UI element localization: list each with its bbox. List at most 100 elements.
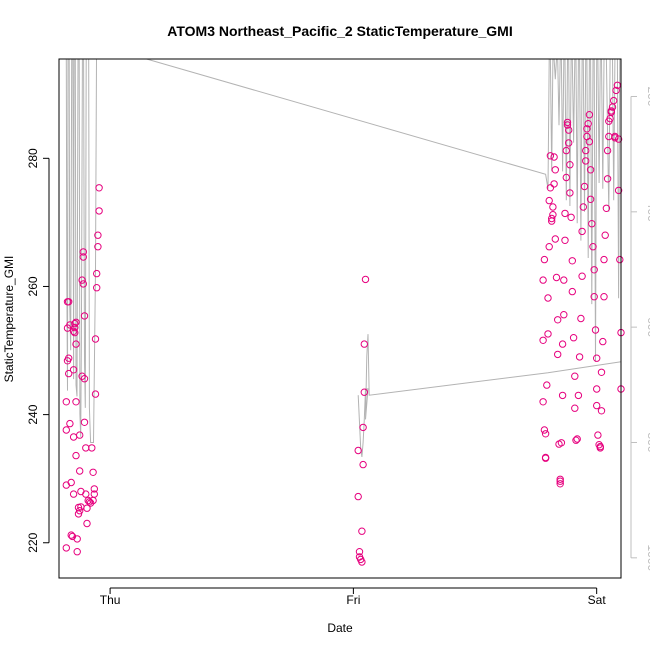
data-point	[582, 146, 590, 155]
data-point	[593, 401, 601, 410]
data-point	[65, 369, 73, 378]
data-point	[539, 336, 547, 344]
data-point	[565, 126, 573, 134]
data-point	[556, 480, 564, 488]
data-point	[69, 327, 78, 335]
data-point	[599, 337, 607, 346]
data-point	[565, 139, 573, 147]
data-point	[72, 398, 80, 406]
data-point	[569, 334, 578, 342]
data-point	[585, 111, 594, 119]
data-point	[545, 243, 553, 251]
data-point	[583, 125, 591, 133]
data-point	[614, 135, 623, 143]
data-point	[554, 316, 562, 324]
data-point	[597, 368, 606, 376]
y-axis-label: StaticTemperature_GMI	[2, 256, 16, 383]
right-axis-tick-label: 400	[645, 202, 650, 222]
data-point	[76, 507, 84, 515]
data-point	[76, 467, 84, 475]
data-point	[554, 350, 562, 359]
data-point	[551, 235, 559, 243]
data-point	[546, 184, 555, 192]
data-point	[65, 354, 73, 362]
x-axis-label: Date	[327, 621, 353, 635]
data-point	[573, 435, 581, 443]
data-point	[549, 211, 557, 219]
data-point	[361, 275, 370, 284]
data-point	[69, 366, 78, 374]
data-point	[84, 496, 92, 505]
data-point	[589, 243, 597, 251]
data-point	[79, 248, 88, 256]
data-point	[66, 419, 74, 428]
data-point	[601, 231, 609, 239]
data-point	[571, 372, 579, 380]
data-point	[600, 255, 608, 264]
data-point	[539, 276, 547, 284]
data-point	[588, 220, 596, 228]
data-point	[590, 293, 598, 301]
data-point	[558, 340, 567, 348]
data-point	[584, 120, 592, 128]
data-point	[73, 535, 81, 543]
data-point	[580, 182, 589, 191]
data-point	[359, 460, 367, 469]
data-point	[607, 107, 615, 115]
x-tick-label: Sat	[588, 593, 607, 607]
data-point	[572, 436, 580, 444]
data-point	[62, 398, 71, 406]
data-point	[550, 180, 558, 188]
data-point	[354, 446, 362, 455]
data-point	[79, 280, 88, 288]
data-point	[616, 255, 624, 264]
data-point	[546, 152, 555, 160]
data-point	[91, 390, 100, 398]
data-point	[72, 451, 80, 460]
data-point	[579, 203, 587, 211]
data-point	[94, 243, 102, 251]
data-point	[591, 326, 600, 334]
data-point	[544, 294, 552, 302]
data-point	[71, 319, 79, 328]
data-point	[65, 298, 73, 306]
data-point	[563, 121, 572, 129]
data-point	[86, 499, 95, 507]
data-point	[85, 498, 94, 506]
data-point	[557, 439, 566, 447]
chart-title: ATOM3 Northeast_Pacific_2 StaticTemperat…	[167, 23, 512, 39]
data-point	[558, 391, 567, 400]
data-point	[539, 398, 547, 406]
data-point	[593, 385, 601, 393]
data-point	[596, 444, 604, 452]
data-point	[90, 490, 99, 498]
data-point	[540, 255, 549, 264]
right-axis-tick-label: 800	[645, 432, 650, 452]
data-point	[358, 558, 366, 566]
right-axis-tick-label: 200	[645, 86, 650, 106]
data-point	[586, 195, 595, 204]
data-point	[80, 312, 89, 320]
data-point	[72, 340, 80, 348]
data-point	[560, 276, 568, 284]
data-point	[76, 431, 84, 439]
data-point	[597, 407, 606, 415]
data-point	[603, 175, 612, 183]
data-point	[73, 548, 81, 556]
data-point	[83, 519, 91, 528]
data-point	[94, 231, 102, 239]
data-point	[360, 388, 368, 396]
data-point	[561, 209, 569, 218]
data-point	[561, 236, 569, 245]
data-point	[578, 272, 586, 280]
data-point	[80, 418, 89, 426]
data-point	[544, 330, 552, 338]
data-point	[548, 214, 556, 223]
data-point	[575, 353, 584, 361]
right-axis-tick-label: 600	[645, 317, 650, 337]
data-point	[354, 492, 362, 501]
data-point	[62, 544, 71, 552]
